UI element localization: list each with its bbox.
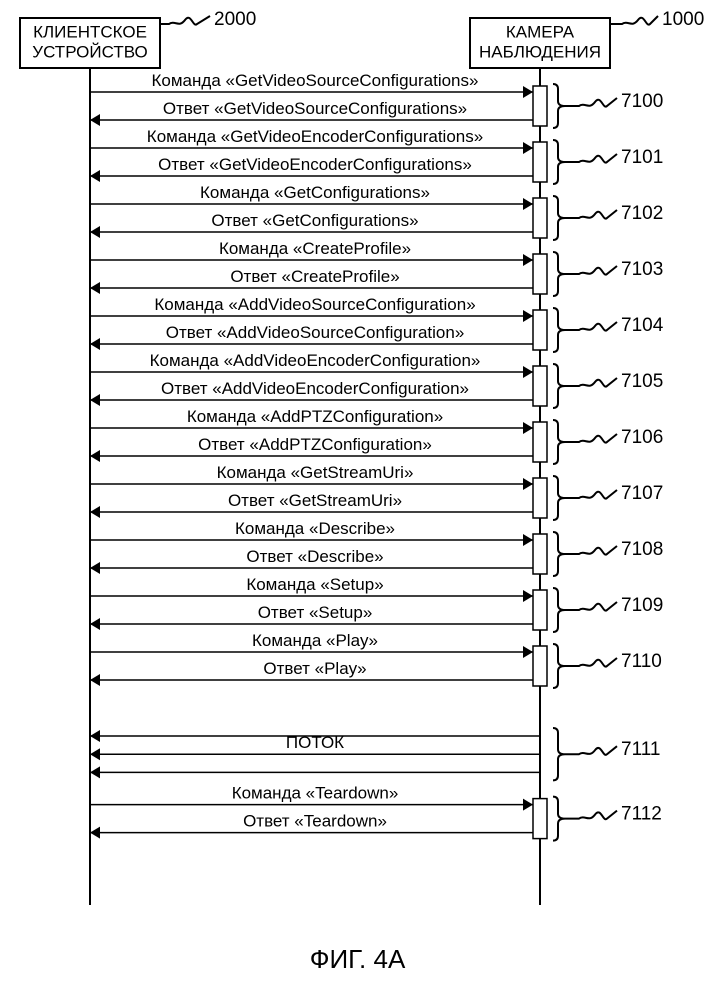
pair-ref: 7109 [621, 595, 663, 616]
activation-box [533, 534, 547, 574]
brace [553, 84, 565, 128]
pair-ref: 7106 [621, 427, 663, 448]
message-label-cmd: Команда «GetStreamUri» [217, 463, 414, 482]
pair-ref: 7103 [621, 259, 663, 280]
message-label-resp: Ответ «GetVideoEncoderConfigurations» [158, 155, 472, 174]
message-label-resp: Ответ «GetStreamUri» [228, 491, 402, 510]
brace [553, 420, 565, 464]
message-label-cmd: Команда «Describe» [235, 519, 395, 538]
message-label-resp: Ответ «Play» [263, 659, 366, 678]
figure-caption: ФИГ. 4А [310, 944, 406, 974]
camera-actor-label: КАМЕРА [506, 22, 575, 41]
message-label-resp: Ответ «Describe» [246, 547, 383, 566]
brace [553, 252, 565, 296]
activation-box [533, 646, 547, 686]
activation-box [533, 254, 547, 294]
pair-ref: 7108 [621, 539, 663, 560]
brace [553, 644, 565, 688]
message-label-cmd: Команда «Setup» [246, 575, 383, 594]
message-label-cmd: Команда «AddVideoEncoderConfiguration» [150, 351, 481, 370]
pair-ref: 7111 [621, 739, 660, 760]
brace [553, 797, 565, 841]
brace [553, 588, 565, 632]
activation-box [533, 198, 547, 238]
pair-ref: 7112 [621, 804, 662, 825]
message-label-resp: Ответ «AddPTZConfiguration» [198, 435, 432, 454]
activation-box [533, 590, 547, 630]
message-label-cmd: Команда «GetVideoSourceConfigurations» [152, 71, 479, 90]
message-label-cmd: Команда «AddPTZConfiguration» [187, 407, 443, 426]
activation-box [533, 366, 547, 406]
activation-box [533, 799, 547, 839]
activation-box [533, 142, 547, 182]
message-label-cmd: Команда «GetConfigurations» [200, 183, 430, 202]
message-label-resp: Ответ «AddVideoEncoderConfiguration» [161, 379, 469, 398]
message-label-cmd: Команда «GetVideoEncoderConfigurations» [147, 127, 483, 146]
activation-box [533, 478, 547, 518]
brace [553, 364, 565, 408]
activation-box [533, 86, 547, 126]
message-label-resp: Ответ «AddVideoSourceConfiguration» [166, 323, 465, 342]
client-actor-label: УСТРОЙСТВО [32, 42, 147, 61]
message-label-cmd: Команда «CreateProfile» [219, 239, 411, 258]
brace [553, 140, 565, 184]
pair-ref: 7104 [621, 315, 664, 336]
brace [553, 196, 565, 240]
camera-actor-label: НАБЛЮДЕНИЯ [479, 42, 601, 61]
pair-ref: 7107 [621, 483, 663, 504]
message-label-resp: Ответ «Setup» [258, 603, 373, 622]
brace [553, 308, 565, 352]
pair-ref: 7102 [621, 203, 663, 224]
message-label-resp: Ответ «GetVideoSourceConfigurations» [163, 99, 467, 118]
pair-ref: 7101 [621, 147, 663, 168]
activation-box [533, 422, 547, 462]
client-actor-ref: 2000 [214, 9, 256, 30]
message-label-cmd: Команда «Play» [252, 631, 378, 650]
message-label-resp: Ответ «Teardown» [243, 812, 387, 831]
activation-box [533, 310, 547, 350]
brace [553, 728, 565, 780]
message-label-cmd: Команда «Teardown» [232, 784, 399, 803]
message-label-resp: Ответ «CreateProfile» [230, 267, 399, 286]
camera-actor-ref: 1000 [662, 9, 704, 30]
message-label-resp: Ответ «GetConfigurations» [211, 211, 418, 230]
pair-ref: 7100 [621, 91, 663, 112]
brace [553, 476, 565, 520]
pair-ref: 7105 [621, 371, 663, 392]
brace [553, 532, 565, 576]
pair-ref: 7110 [621, 651, 662, 672]
stream-label: ПОТОК [286, 733, 344, 752]
client-actor-label: КЛИЕНТСКОЕ [33, 22, 147, 41]
message-label-cmd: Команда «AddVideoSourceConfiguration» [154, 295, 475, 314]
